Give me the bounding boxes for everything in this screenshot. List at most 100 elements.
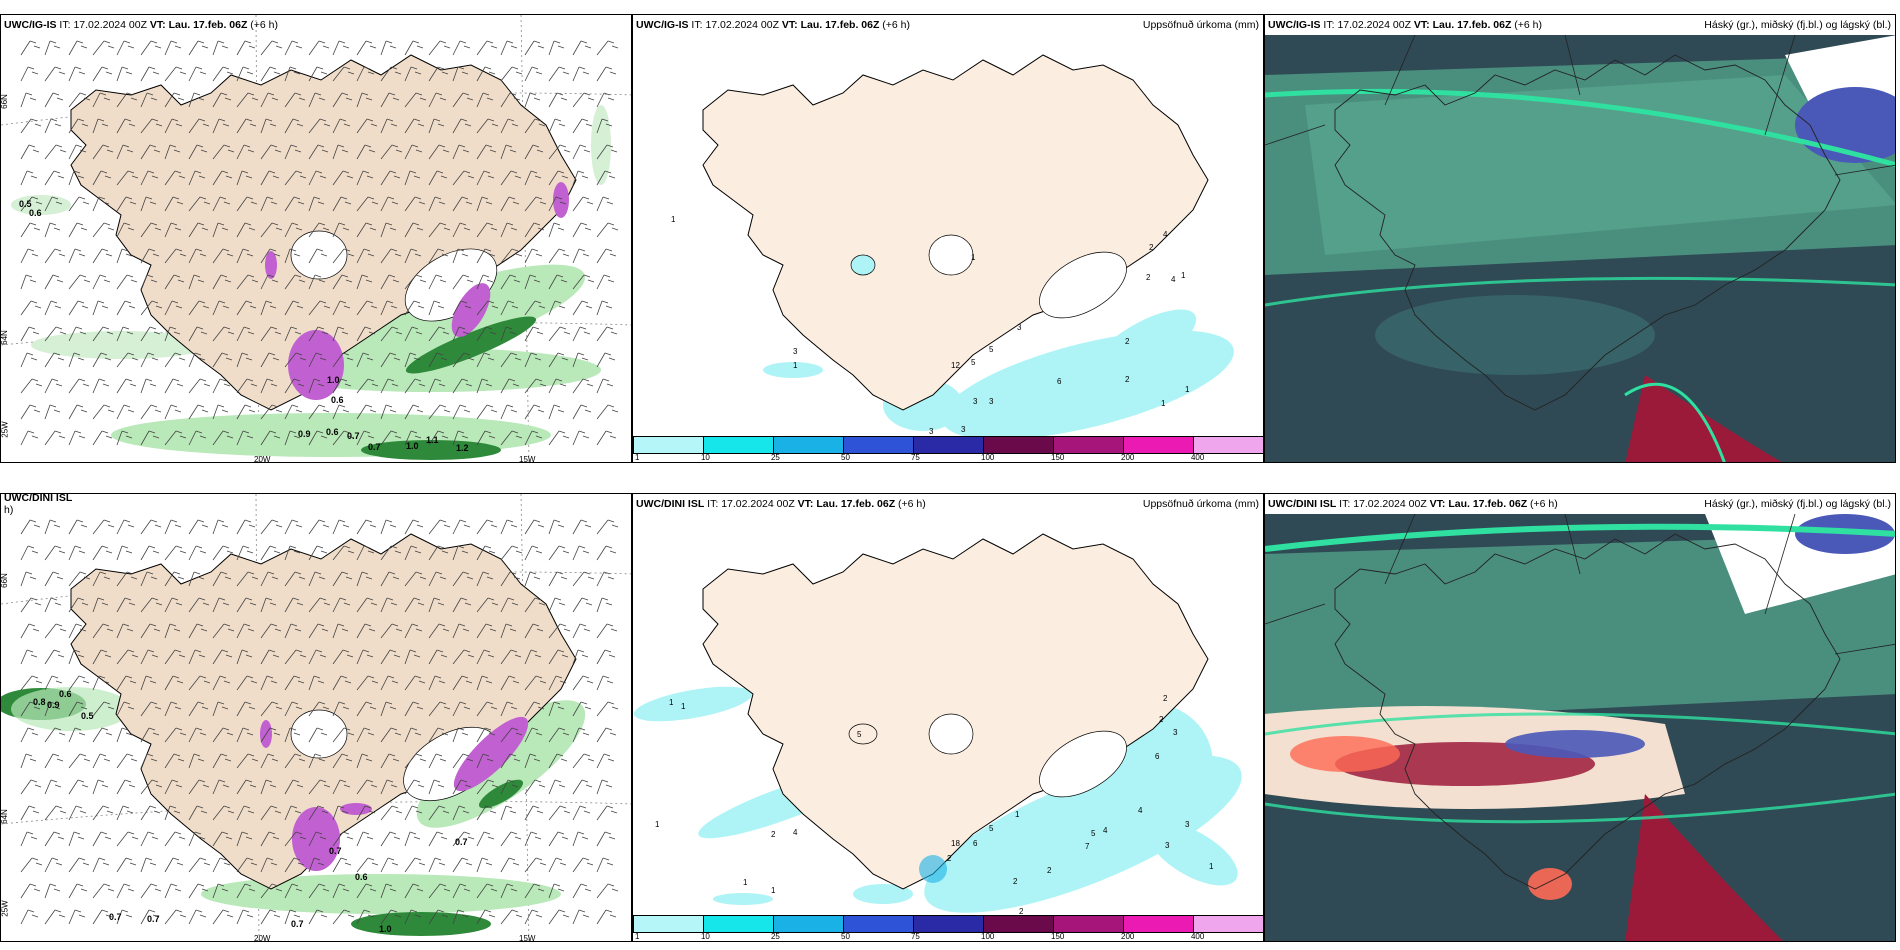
wind-barb	[284, 831, 307, 847]
wind-barb	[572, 883, 592, 899]
wind-barb	[212, 545, 234, 561]
wind-barb	[140, 753, 158, 769]
wind-barb	[212, 571, 232, 587]
wind-barb	[404, 274, 427, 290]
wind-barb	[428, 248, 449, 264]
wind-barb	[44, 545, 66, 561]
panel-header: UWC/IG-IS IT: 17.02.2024 00Z VT: Lau. 17…	[4, 19, 279, 31]
colorbar-swatch	[1123, 437, 1193, 453]
wind-barb	[428, 883, 451, 899]
wind-barb	[284, 623, 302, 639]
wind-barb	[68, 404, 88, 420]
accum-value: 4	[1163, 230, 1168, 239]
wind-barb	[188, 352, 206, 368]
wind-barb	[188, 779, 210, 795]
wind-barb	[140, 92, 158, 108]
wind-barb	[404, 300, 425, 316]
wind-barb	[188, 675, 211, 691]
wind-barb	[236, 378, 258, 394]
lon-label-15w: 15W	[519, 455, 536, 463]
wind-barb	[44, 326, 67, 342]
wind-barb	[212, 675, 231, 691]
wind-barb	[572, 352, 589, 368]
wind-barb	[380, 248, 402, 264]
wind-barb	[524, 519, 545, 535]
wind-barb	[524, 196, 547, 212]
wind-barb	[476, 727, 496, 743]
wind-barb	[572, 274, 595, 290]
wind-barb	[164, 519, 182, 535]
wind-barb	[92, 831, 112, 847]
accum-value: 6	[973, 839, 978, 848]
wind-barb	[476, 675, 493, 691]
wind-barb	[188, 701, 209, 717]
wind-barb	[188, 170, 206, 186]
wind-barb	[164, 326, 181, 342]
wind-barb	[500, 675, 520, 691]
wind-barb	[284, 805, 302, 821]
wind-barb	[44, 597, 62, 613]
wind-barb	[68, 92, 91, 108]
wind-barb	[188, 857, 211, 873]
wind-barb	[548, 170, 569, 186]
wind-barb	[380, 909, 402, 925]
wind-barb	[212, 378, 231, 394]
wind-barb	[68, 222, 88, 238]
wind-barb	[380, 404, 397, 420]
wind-barb	[548, 623, 571, 639]
wind-barb	[500, 831, 522, 847]
wind-barb	[116, 545, 133, 561]
wind-barb	[500, 430, 523, 446]
wind-barb	[380, 144, 403, 160]
wind-barb	[428, 597, 445, 613]
wind-barb	[260, 40, 283, 56]
wind-barb	[260, 883, 283, 899]
wind-barb	[116, 326, 134, 342]
colorbar-tick-label: 25	[770, 932, 780, 941]
wind-barb	[116, 909, 133, 925]
wind-barb	[116, 170, 139, 186]
wind-barb	[428, 300, 445, 316]
colorbar-swatch	[983, 437, 1053, 453]
wind-barb	[596, 623, 618, 639]
wind-barb	[140, 597, 163, 613]
wind-barb	[140, 779, 163, 795]
wind-barb	[476, 92, 494, 108]
wind-barb	[20, 675, 43, 691]
accum-value: 1	[1185, 385, 1190, 394]
accum-value: 1	[1161, 399, 1166, 408]
wind-barb	[116, 701, 135, 717]
wind-barb	[548, 675, 567, 691]
wind-barb	[332, 753, 353, 769]
wind-barb	[428, 571, 447, 587]
wind-barb	[356, 326, 376, 342]
wind-barb	[404, 66, 422, 82]
wind-barb	[452, 545, 469, 561]
wind-barb	[308, 753, 326, 769]
wind-barb	[20, 326, 40, 342]
wind-barb	[140, 352, 159, 368]
wind-barb	[428, 144, 450, 160]
accum-value: 4	[793, 828, 798, 837]
wind-barb	[44, 857, 63, 873]
wind-barb	[596, 649, 616, 665]
colorbar: 1 10 25 50 75 100 150 200 400	[633, 915, 1263, 941]
wind-barb	[68, 545, 86, 561]
wind-barb	[548, 40, 565, 56]
wind-barb	[140, 571, 158, 587]
wind-barb	[164, 909, 187, 925]
wind-barb	[20, 831, 38, 847]
wind-barb	[476, 66, 496, 82]
wind-barb	[596, 66, 617, 82]
wind-barb	[428, 779, 445, 795]
wind-barb	[476, 883, 498, 899]
wind-barb	[500, 378, 520, 394]
wind-barb	[212, 831, 233, 847]
wind-barb	[236, 248, 254, 264]
wind-barb	[452, 300, 472, 316]
wind-barb	[68, 352, 85, 368]
wind-barb	[332, 118, 351, 134]
wind-barb	[524, 675, 547, 691]
wind-barb	[524, 40, 545, 56]
wind-barb	[356, 857, 379, 873]
